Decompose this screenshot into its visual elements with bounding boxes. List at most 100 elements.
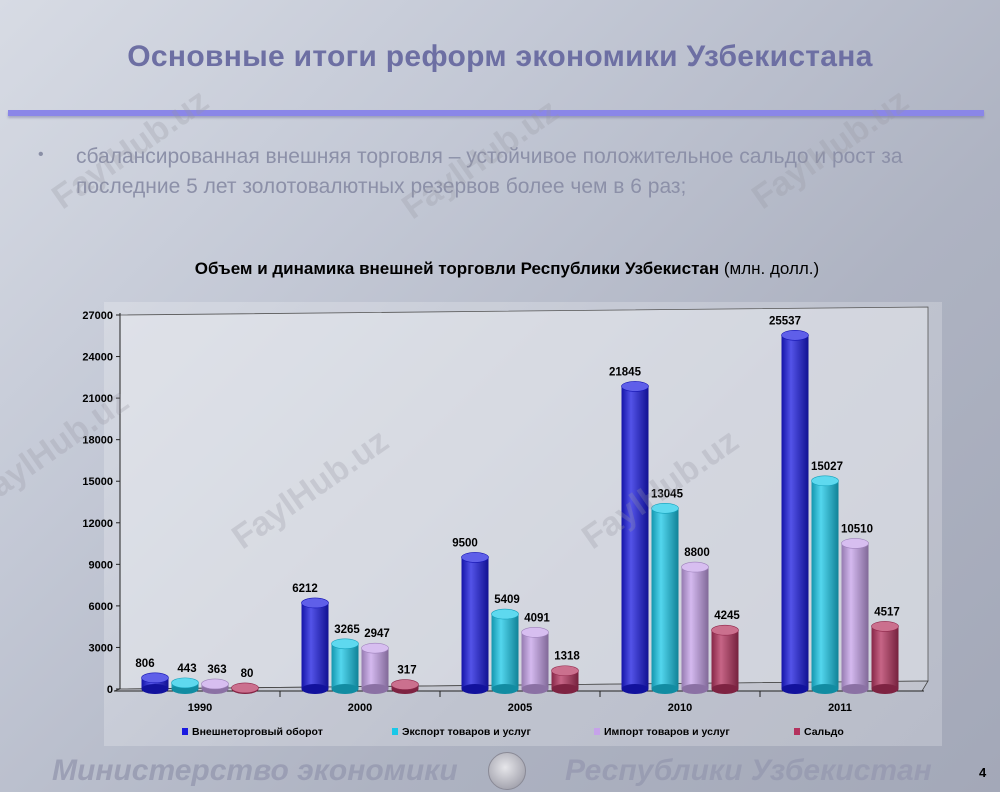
bar-top	[491, 608, 519, 620]
legend-swatch	[392, 728, 398, 735]
bar-top	[201, 678, 229, 690]
bar-base	[301, 684, 329, 694]
y-tick-label: 15000	[82, 476, 113, 488]
data-label: 4517	[874, 606, 900, 618]
bar-top	[711, 624, 739, 636]
data-label: 2947	[364, 628, 390, 640]
bar-top	[461, 552, 489, 563]
bar-top	[301, 597, 329, 609]
y-tick-label: 3000	[89, 642, 113, 654]
bar	[491, 614, 519, 689]
bar-base	[681, 684, 709, 694]
bar-base	[461, 684, 489, 694]
legend-label: Экспорт товаров и услуг	[402, 726, 531, 738]
bar	[841, 543, 869, 689]
bar-top	[171, 677, 199, 689]
bar	[141, 677, 169, 689]
bar-top	[811, 475, 839, 487]
legend-label: Сальдо	[804, 726, 844, 738]
bar-top	[521, 627, 549, 638]
legend-swatch	[594, 728, 600, 735]
data-label: 4091	[524, 612, 550, 624]
bar-top	[551, 665, 579, 677]
bar-top	[331, 638, 359, 650]
bar	[521, 632, 549, 689]
state-emblem	[488, 752, 526, 790]
bar-base	[361, 684, 389, 694]
data-label: 4245	[714, 610, 740, 622]
bar-top	[391, 679, 419, 690]
data-label: 806	[135, 658, 154, 670]
data-label: 363	[207, 664, 226, 676]
y-tick-label: 27000	[82, 310, 113, 322]
bar-base	[521, 684, 549, 694]
bar	[301, 602, 329, 689]
chart-heading-main: Объем и динамика внешней торговли Респуб…	[194, 259, 720, 278]
legend-label: Внешнеторговый оборот	[192, 726, 323, 738]
bar	[711, 630, 739, 689]
bar	[811, 480, 839, 689]
bar	[331, 643, 359, 689]
data-label: 6212	[292, 583, 318, 595]
data-label: 10510	[841, 523, 873, 535]
y-tick-label: 24000	[82, 352, 113, 364]
bar	[781, 335, 809, 689]
chart-heading-unit: (млн. долл.)	[719, 259, 820, 278]
bar	[461, 557, 489, 689]
bar	[361, 648, 389, 689]
bar-base	[621, 684, 649, 694]
bar-base	[871, 684, 899, 694]
bar-top	[231, 682, 259, 694]
bar	[871, 626, 899, 689]
data-label: 21845	[609, 366, 642, 378]
legend-swatch	[794, 728, 800, 735]
data-label: 15027	[811, 461, 843, 473]
bar-top	[651, 503, 679, 514]
legend-label: Импорт товаров и услуг	[604, 726, 730, 738]
footer-ministry: Министерство экономики	[52, 754, 458, 787]
footer-republic: Республики Узбекистан	[565, 754, 932, 787]
y-tick-label: 6000	[89, 601, 113, 613]
bar-base	[331, 684, 359, 694]
bar	[651, 508, 679, 689]
y-tick-label: 18000	[82, 435, 113, 447]
y-tick-label: 12000	[82, 518, 113, 530]
bar-base	[711, 684, 739, 694]
data-label: 317	[397, 665, 416, 677]
y-tick-label: 21000	[82, 393, 113, 405]
x-tick-label: 1990	[188, 702, 212, 714]
chart-heading: Объем и динамика внешней торговли Респуб…	[0, 259, 1000, 279]
bar-base	[551, 684, 579, 694]
bar-base	[141, 684, 169, 694]
bar-base	[491, 684, 519, 694]
bar-top	[781, 329, 809, 341]
bar-top	[841, 538, 869, 549]
data-label: 8800	[684, 547, 710, 559]
y-tick-label: 0	[107, 684, 113, 696]
bar-base	[781, 684, 809, 694]
page-number: 4	[979, 765, 987, 780]
title-underline	[8, 110, 984, 116]
data-label: 1318	[554, 651, 580, 663]
x-tick-label: 2010	[668, 702, 692, 714]
x-tick-label: 2011	[828, 702, 852, 714]
bar	[681, 567, 709, 689]
legend-swatch	[182, 728, 188, 735]
bar-top	[141, 672, 169, 684]
bar-base	[841, 684, 869, 694]
data-label: 3265	[334, 624, 360, 636]
y-tick-label: 9000	[89, 559, 113, 571]
data-label: 80	[241, 668, 254, 680]
bullet-marker: •	[38, 146, 44, 163]
bar-base	[811, 684, 839, 694]
bullet-text: сбалансированная внешняя торговля – усто…	[76, 145, 903, 198]
data-label: 25537	[769, 315, 801, 327]
bar-top	[621, 381, 649, 392]
x-tick-label: 2000	[348, 702, 372, 714]
x-tick-label: 2005	[508, 702, 532, 714]
bar-top	[871, 621, 899, 632]
data-label: 9500	[452, 537, 478, 549]
data-label: 5409	[494, 594, 520, 606]
data-label: 13045	[651, 488, 684, 500]
